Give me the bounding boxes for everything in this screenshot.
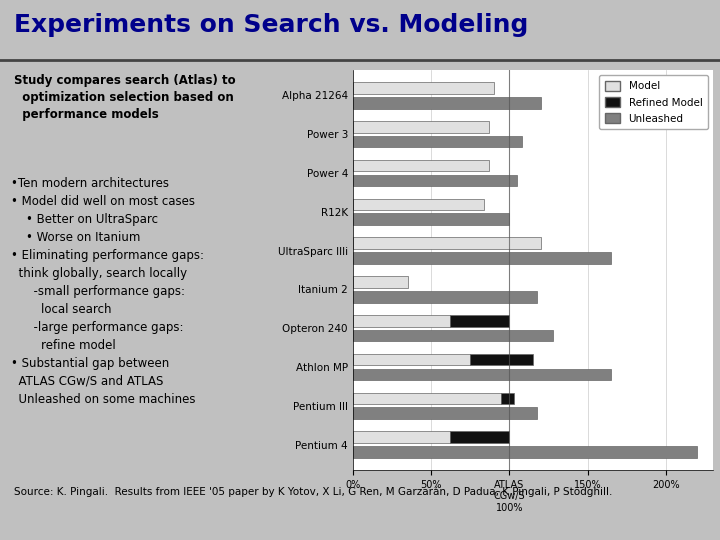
Bar bbox=[353, 291, 538, 302]
Bar bbox=[450, 431, 509, 443]
Bar bbox=[502, 393, 514, 404]
Bar bbox=[353, 199, 485, 210]
Bar bbox=[353, 315, 450, 327]
Bar bbox=[353, 446, 697, 458]
Bar bbox=[353, 213, 509, 225]
Bar bbox=[353, 354, 470, 366]
Bar bbox=[353, 330, 553, 341]
Bar bbox=[353, 276, 408, 288]
Bar bbox=[353, 121, 489, 133]
Bar bbox=[353, 238, 541, 249]
Text: •Ten modern architectures
• Model did well on most cases
    • Better on UltraSp: •Ten modern architectures • Model did we… bbox=[11, 177, 204, 406]
Bar bbox=[353, 174, 517, 186]
Bar bbox=[353, 97, 541, 109]
Bar bbox=[353, 82, 494, 94]
Text: Study compares search (Atlas) to
  optimization selection based on
  performance: Study compares search (Atlas) to optimiz… bbox=[14, 75, 235, 122]
Legend: Model, Refined Model, Unleashed: Model, Refined Model, Unleashed bbox=[599, 76, 708, 129]
Bar bbox=[470, 354, 533, 366]
Text: Source: K. Pingali.  Results from IEEE '05 paper by K Yotov, X Li, G Ren, M Garz: Source: K. Pingali. Results from IEEE '0… bbox=[14, 487, 613, 497]
Bar bbox=[353, 393, 502, 404]
Bar bbox=[353, 368, 611, 380]
Bar bbox=[353, 407, 538, 419]
Bar bbox=[353, 160, 489, 172]
Text: Experiments on Search vs. Modeling: Experiments on Search vs. Modeling bbox=[14, 13, 528, 37]
Bar bbox=[353, 252, 611, 264]
Bar bbox=[353, 136, 522, 147]
Bar bbox=[450, 315, 509, 327]
Bar bbox=[353, 431, 450, 443]
